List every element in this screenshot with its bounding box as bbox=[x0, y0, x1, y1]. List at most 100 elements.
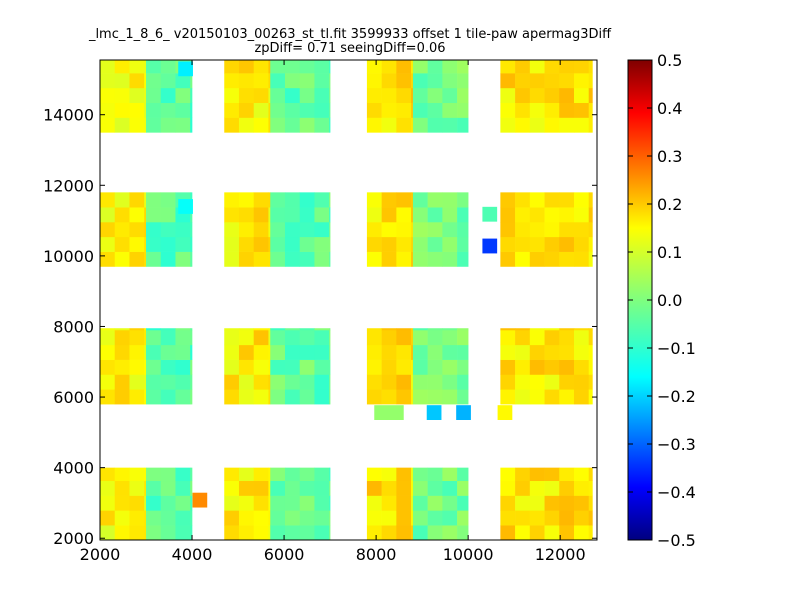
heatmap-cell bbox=[160, 330, 176, 346]
heatmap-cell bbox=[573, 525, 590, 541]
heatmap-cell bbox=[190, 374, 193, 390]
heatmap-cell bbox=[442, 236, 458, 252]
heatmap-cell bbox=[559, 359, 575, 375]
heatmap-cell bbox=[411, 207, 414, 223]
heatmap-cell bbox=[160, 510, 176, 526]
heatmap-cell bbox=[100, 330, 116, 346]
heatmap-cell bbox=[412, 192, 428, 208]
heatmap-cell bbox=[412, 117, 428, 133]
heatmap-cell bbox=[497, 405, 513, 420]
heatmap-cell bbox=[366, 236, 382, 252]
heatmap-cell bbox=[559, 222, 575, 238]
heatmap-cell bbox=[559, 192, 575, 208]
heatmap-cell bbox=[411, 344, 414, 360]
heatmap-cell bbox=[238, 192, 255, 208]
heatmap-cell bbox=[268, 60, 271, 74]
heatmap-cell bbox=[238, 328, 255, 331]
heatmap-cell bbox=[129, 60, 145, 74]
heatmap-cell bbox=[224, 207, 240, 223]
heatmap-cell bbox=[515, 344, 531, 360]
heatmap-cell bbox=[314, 117, 330, 133]
heatmap-cell bbox=[573, 328, 590, 331]
heatmap-cell bbox=[160, 192, 176, 208]
heatmap-cell bbox=[381, 359, 397, 375]
heatmap-cell bbox=[114, 330, 130, 346]
heatmap-cell bbox=[146, 192, 162, 208]
heatmap-cell bbox=[381, 495, 397, 511]
heatmap-cell bbox=[544, 374, 560, 390]
heatmap-cell bbox=[238, 374, 255, 390]
heatmap-cell bbox=[299, 87, 315, 104]
heatmap-cell bbox=[253, 102, 269, 118]
heatmap-cell bbox=[114, 510, 130, 526]
colorbar-tick-label: 0.2 bbox=[657, 195, 682, 214]
heatmap-cell bbox=[100, 87, 116, 104]
heatmap-cell bbox=[529, 73, 545, 89]
heatmap-cell bbox=[100, 359, 116, 375]
heatmap-cell bbox=[559, 525, 575, 541]
heatmap-cell bbox=[144, 480, 147, 496]
heatmap-cell bbox=[238, 102, 255, 118]
heatmap-cell bbox=[238, 389, 255, 405]
heatmap-cell bbox=[224, 330, 240, 346]
heatmap-cell bbox=[329, 359, 331, 375]
heatmap-cell bbox=[160, 374, 176, 390]
heatmap-cell bbox=[129, 467, 145, 482]
heatmap-cell bbox=[299, 328, 315, 331]
heatmap-cell bbox=[314, 374, 330, 390]
heatmap-cell bbox=[427, 359, 443, 375]
heatmap-cell bbox=[396, 236, 412, 252]
heatmap-cell bbox=[457, 73, 469, 89]
heatmap-cell bbox=[284, 236, 301, 252]
heatmap-cell bbox=[284, 525, 301, 541]
heatmap-cells bbox=[100, 60, 593, 541]
heatmap-cell bbox=[456, 405, 471, 420]
heatmap-cell bbox=[396, 344, 412, 360]
heatmap-cell bbox=[190, 222, 193, 238]
heatmap-cell bbox=[515, 328, 531, 331]
heatmap-cell bbox=[427, 344, 443, 360]
heatmap-cell bbox=[284, 222, 301, 238]
heatmap-cell bbox=[175, 480, 191, 496]
heatmap-cell bbox=[268, 374, 271, 390]
heatmap-cell bbox=[500, 236, 516, 252]
heatmap-cell bbox=[588, 222, 593, 238]
heatmap-cell bbox=[284, 73, 301, 89]
heatmap-cell bbox=[529, 467, 545, 482]
heatmap-cell bbox=[559, 480, 575, 496]
heatmap-cell bbox=[190, 389, 193, 405]
heatmap-cell bbox=[515, 330, 531, 346]
heatmap-cell bbox=[190, 87, 193, 104]
heatmap-cell bbox=[559, 251, 575, 267]
heatmap-cell bbox=[129, 328, 145, 331]
heatmap-cell bbox=[381, 330, 397, 346]
heatmap-cell bbox=[412, 87, 428, 104]
heatmap-cell bbox=[129, 359, 145, 375]
heatmap-cell bbox=[129, 480, 145, 496]
heatmap-cell bbox=[270, 374, 286, 390]
heatmap-cell bbox=[427, 495, 443, 511]
heatmap-cell bbox=[588, 60, 593, 74]
heatmap-cell bbox=[268, 192, 271, 208]
heatmap-cell bbox=[146, 389, 162, 405]
heatmap-cell bbox=[381, 480, 397, 496]
y-tick-label: 2000 bbox=[53, 529, 94, 548]
heatmap-cell bbox=[270, 207, 286, 223]
heatmap-cell bbox=[588, 87, 593, 104]
heatmap-cell bbox=[314, 60, 330, 74]
x-tick-label: 4000 bbox=[172, 545, 213, 564]
heatmap-cell bbox=[268, 102, 271, 118]
heatmap-cell bbox=[442, 102, 458, 118]
heatmap-cell bbox=[457, 60, 469, 74]
heatmap-cell bbox=[381, 251, 397, 267]
heatmap-cell bbox=[268, 467, 271, 482]
heatmap-cell bbox=[329, 192, 331, 208]
heatmap-cell bbox=[299, 480, 315, 496]
heatmap-cell bbox=[114, 495, 130, 511]
heatmap-cell bbox=[442, 117, 458, 133]
x-tick-label: 6000 bbox=[264, 545, 305, 564]
heatmap-cell bbox=[238, 207, 255, 223]
heatmap-cell bbox=[114, 525, 130, 541]
heatmap-cell bbox=[160, 102, 176, 118]
heatmap-cell bbox=[457, 328, 469, 331]
